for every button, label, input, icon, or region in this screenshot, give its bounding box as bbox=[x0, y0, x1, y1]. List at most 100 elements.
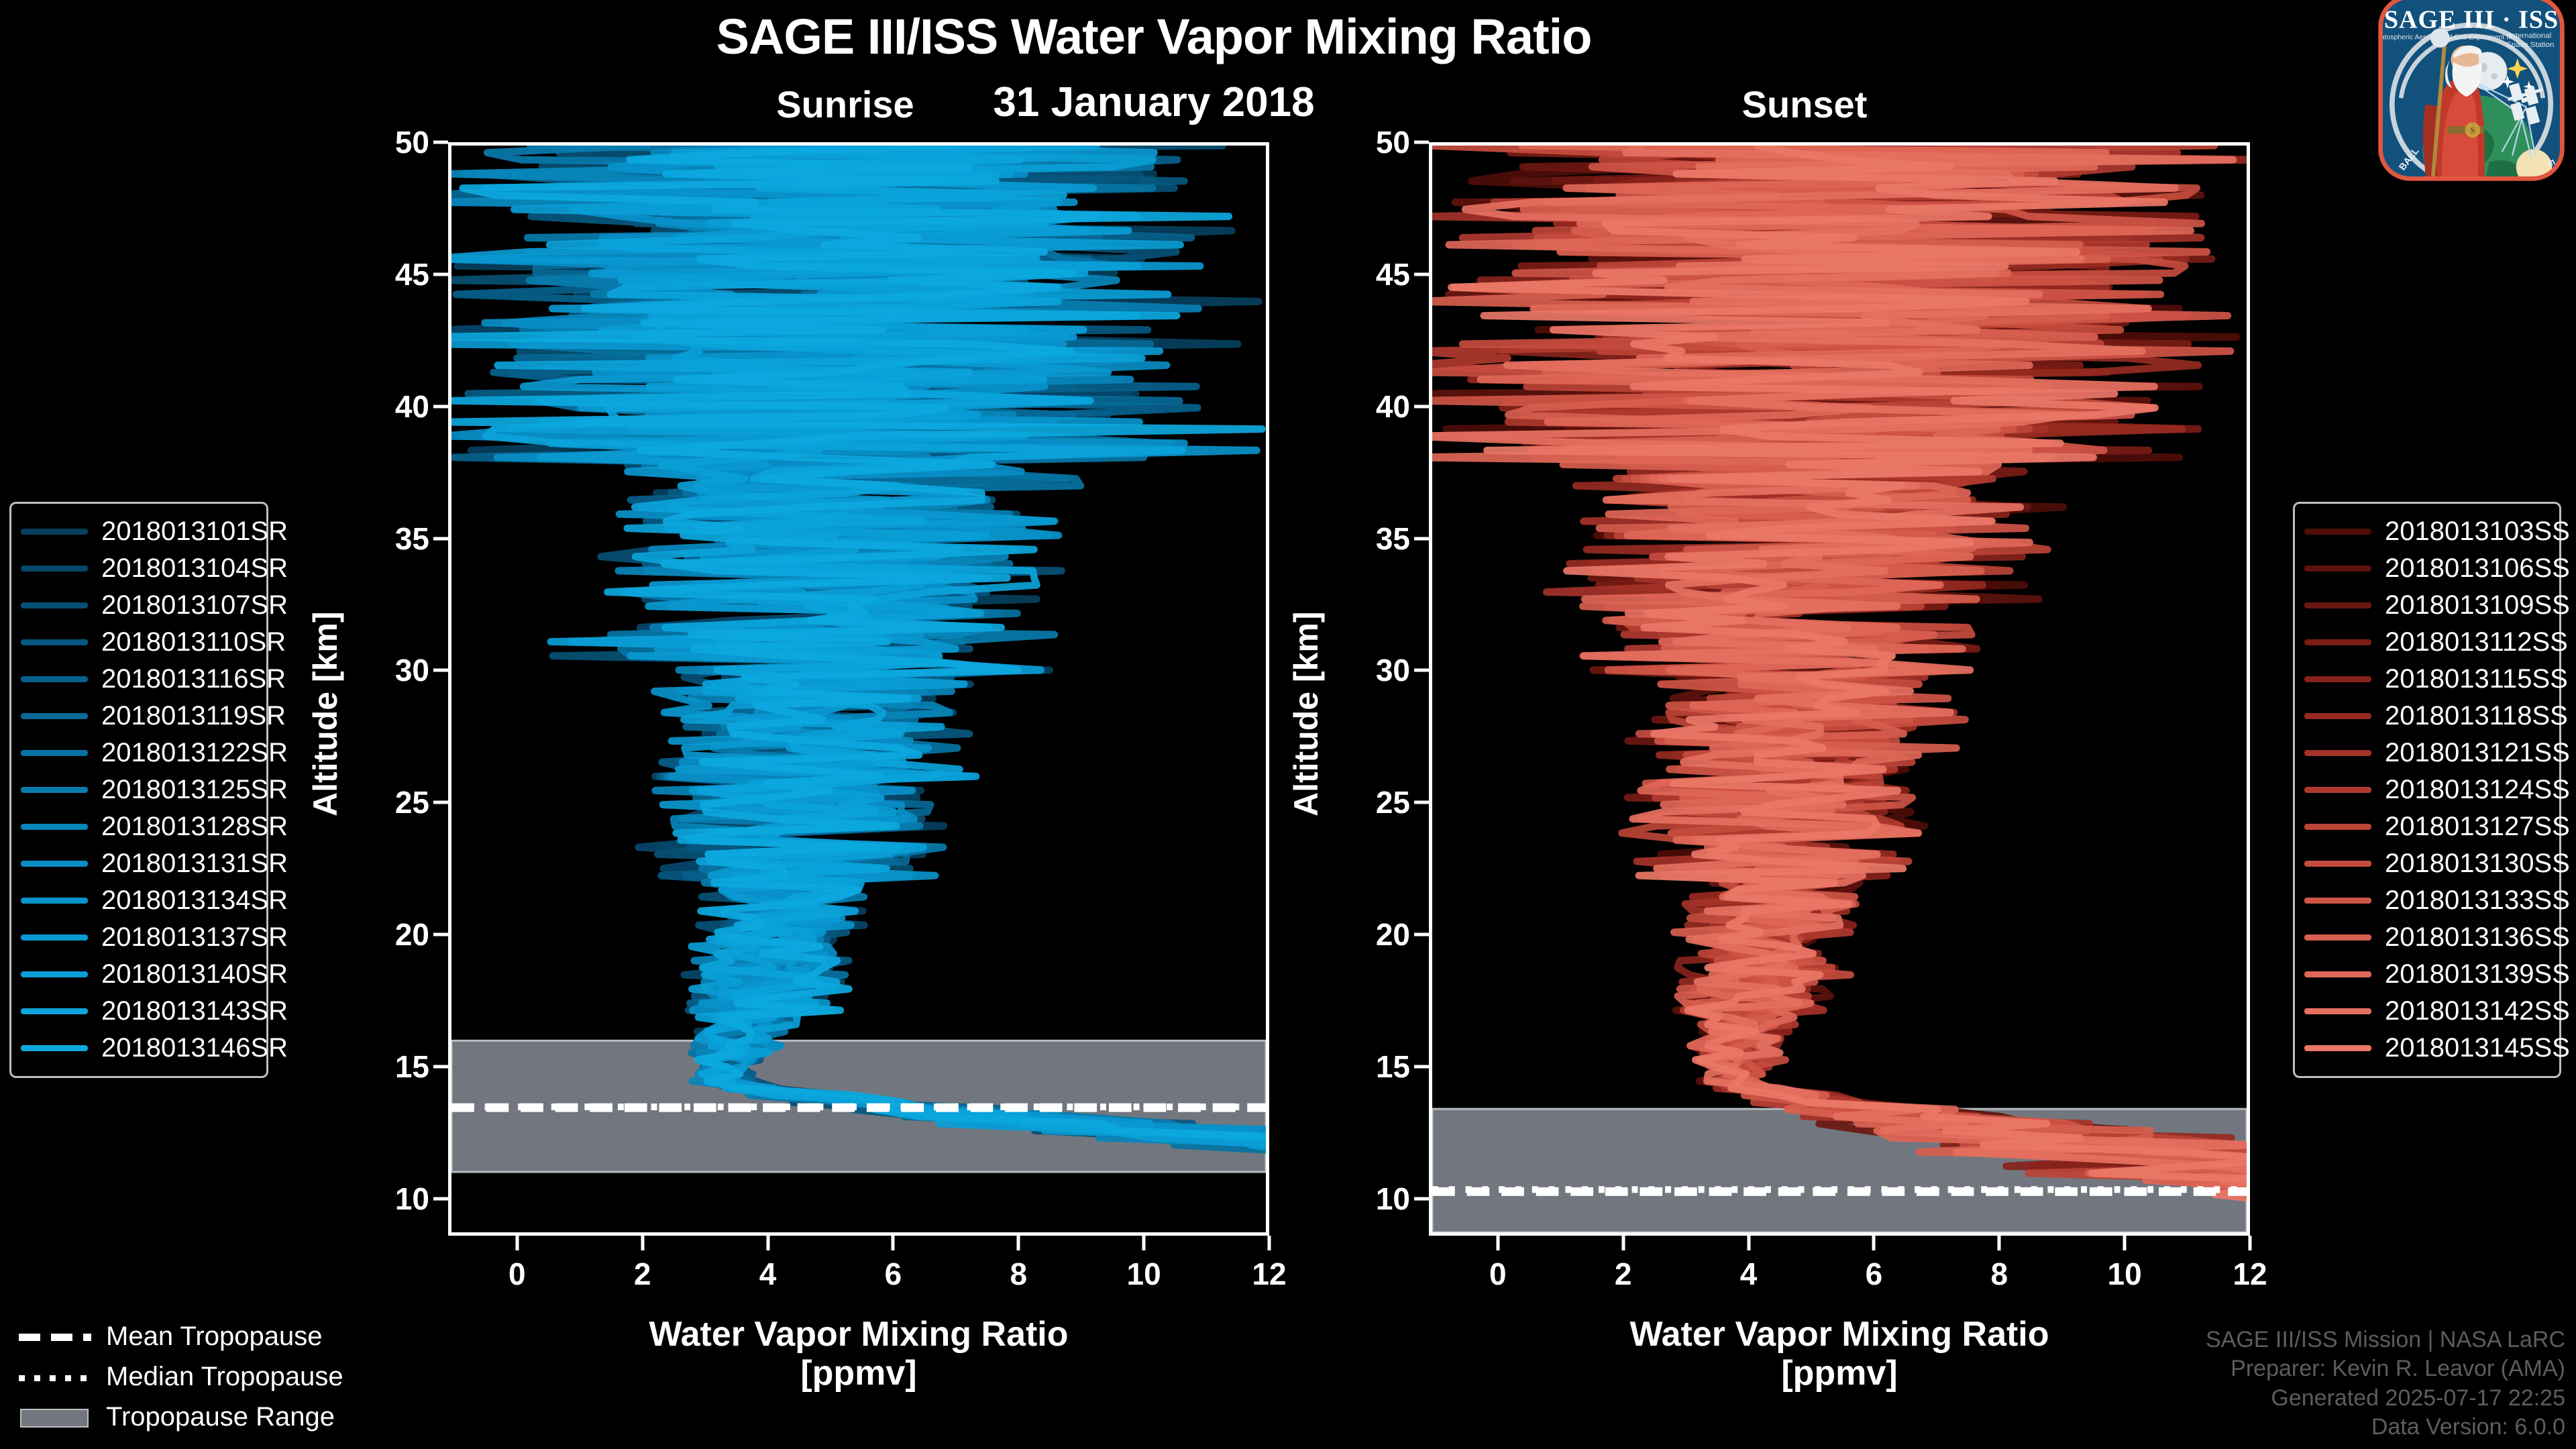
y-axis-tick-label: 50 bbox=[394, 125, 429, 160]
legend-event-label: 2018013104SR bbox=[101, 553, 288, 583]
y-axis-tick-mark bbox=[433, 1197, 448, 1201]
x-axis-title-units: [ppmv] bbox=[800, 1354, 917, 1393]
dashed-line-icon bbox=[19, 1328, 91, 1345]
legend-item[interactable]: 2018013134SR bbox=[21, 882, 288, 919]
legend-item[interactable]: 2018013124SS bbox=[2304, 771, 2570, 808]
credit-line-mission: SAGE III/ISS Mission | NASA LaRC bbox=[2205, 1326, 2565, 1352]
legend-event-label: 2018013121SS bbox=[2385, 738, 2570, 767]
legend-item-median-tropopause: Median Tropopause bbox=[19, 1356, 368, 1397]
y-axis-tick-mark bbox=[433, 140, 448, 144]
legend-color-swatch bbox=[21, 1008, 88, 1014]
x-axis-tick-label: 4 bbox=[1739, 1256, 1758, 1291]
y-axis-tick-mark bbox=[1414, 405, 1429, 409]
page-title: SAGE III/ISS Water Vapor Mixing Ratio bbox=[716, 9, 1593, 64]
x-axis-tick-mark bbox=[891, 1236, 895, 1250]
legend-color-swatch bbox=[21, 787, 88, 793]
legend-item[interactable]: 2018013145SS bbox=[2304, 1030, 2570, 1067]
y-axis-tick-label: 10 bbox=[1375, 1181, 1410, 1216]
sunset-heading: Sunset bbox=[1741, 83, 1868, 125]
legend-item[interactable]: 2018013116SR bbox=[21, 661, 286, 698]
mean-tropopause-label: Mean Tropopause bbox=[106, 1321, 323, 1351]
legend-item[interactable]: 2018013136SS bbox=[2304, 919, 2570, 956]
sunrise-profiles-svg bbox=[451, 146, 1266, 1173]
y-axis-tick-mark bbox=[433, 932, 448, 936]
legend-item[interactable]: 2018013125SR bbox=[21, 771, 288, 808]
legend-item[interactable]: 2018013139SS bbox=[2304, 956, 2570, 993]
legend-item[interactable]: 2018013106SS bbox=[2304, 550, 2570, 587]
profile-trace bbox=[482, 146, 1266, 1142]
legend-item[interactable]: 2018013107SR bbox=[21, 587, 288, 624]
legend-event-label: 2018013137SR bbox=[101, 922, 288, 952]
y-axis-tick-label: 40 bbox=[1375, 388, 1410, 424]
y-axis-title: Altitude [km] bbox=[307, 611, 344, 816]
x-axis-title-line1: Water Vapor Mixing Ratio bbox=[1629, 1315, 2049, 1354]
legend-item[interactable]: 2018013143SR bbox=[21, 993, 288, 1030]
legend-color-swatch bbox=[21, 676, 88, 682]
x-axis-tick-mark bbox=[1267, 1236, 1271, 1250]
legend-item[interactable]: 2018013137SR bbox=[21, 919, 288, 956]
credits-block: SAGE III/ISS Mission | NASA LaRC Prepare… bbox=[2206, 1326, 2565, 1442]
legend-event-label: 2018013119SR bbox=[101, 701, 286, 731]
legend-item[interactable]: 2018013118SS bbox=[2304, 698, 2568, 735]
legend-color-swatch bbox=[21, 824, 88, 830]
tropopause-legend: Mean Tropopause Median Tropopause Tropop… bbox=[19, 1316, 368, 1437]
x-axis-title-line1: Water Vapor Mixing Ratio bbox=[649, 1315, 1069, 1354]
legend-event-label: 2018013143SR bbox=[101, 996, 288, 1026]
legend-item[interactable]: 2018013119SR bbox=[21, 698, 286, 735]
legend-item[interactable]: 2018013146SR bbox=[21, 1030, 288, 1067]
sunrise-plot-panel bbox=[448, 142, 1269, 1236]
legend-item[interactable]: 2018013110SR bbox=[21, 624, 286, 661]
legend-item[interactable]: 2018013130SS bbox=[2304, 845, 2570, 882]
x-axis-title: Water Vapor Mixing Ratio [ppmv] bbox=[448, 1315, 1269, 1393]
x-axis-tick-label: 2 bbox=[633, 1256, 651, 1291]
legend-item[interactable]: 2018013127SS bbox=[2304, 808, 2570, 845]
x-axis-title-units: [ppmv] bbox=[1781, 1354, 1898, 1393]
y-axis-tick-mark bbox=[433, 800, 448, 804]
legend-event-label: 2018013133SS bbox=[2385, 885, 2570, 915]
legend-item[interactable]: 2018013115SS bbox=[2304, 661, 2568, 698]
legend-color-swatch bbox=[21, 529, 88, 535]
legend-item[interactable]: 2018013128SR bbox=[21, 808, 288, 845]
legend-item[interactable]: 2018013101SR bbox=[21, 513, 288, 550]
legend-color-swatch bbox=[21, 861, 88, 867]
legend-event-label: 2018013125SR bbox=[101, 775, 288, 804]
y-axis-tick-label: 40 bbox=[394, 388, 429, 424]
legend-color-swatch bbox=[2304, 713, 2371, 719]
y-axis-tick-label: 30 bbox=[394, 653, 429, 688]
legend-item[interactable]: 2018013140SR bbox=[21, 956, 288, 993]
y-axis-tick-mark bbox=[1414, 800, 1429, 804]
legend-event-label: 2018013140SR bbox=[101, 959, 288, 989]
legend-item[interactable]: 2018013104SR bbox=[21, 550, 288, 587]
legend-event-label: 2018013110SR bbox=[101, 627, 286, 657]
dotted-line-icon bbox=[19, 1368, 91, 1385]
legend-color-swatch bbox=[21, 934, 88, 941]
median-tropopause-label: Median Tropopause bbox=[106, 1361, 343, 1391]
legend-item[interactable]: 2018013142SS bbox=[2304, 993, 2570, 1030]
legend-item[interactable]: 2018013121SS bbox=[2304, 735, 2570, 771]
legend-color-swatch bbox=[21, 566, 88, 572]
y-axis-tick-label: 15 bbox=[1375, 1049, 1410, 1085]
x-axis-tick-label: 0 bbox=[508, 1256, 526, 1291]
y-axis-tick-label: 25 bbox=[1375, 785, 1410, 820]
legend-event-label: 2018013130SS bbox=[2385, 849, 2570, 878]
legend-event-label: 2018013124SS bbox=[2385, 775, 2570, 804]
legend-color-swatch bbox=[2304, 529, 2371, 535]
logo-subtitle-left: Stratospheric Aerosol and Gas Experiment… bbox=[2371, 34, 2512, 41]
legend-item[interactable]: 2018013131SR bbox=[21, 845, 288, 882]
x-axis-tick-mark bbox=[2248, 1236, 2252, 1250]
x-axis-tick-label: 12 bbox=[1252, 1256, 1287, 1291]
x-axis-tick-label: 2 bbox=[1614, 1256, 1632, 1291]
legend-color-swatch bbox=[21, 750, 88, 756]
legend-item[interactable]: 2018013109SS bbox=[2304, 587, 2570, 624]
legend-event-label: 2018013103SS bbox=[2385, 517, 2570, 546]
legend-event-label: 2018013116SR bbox=[101, 664, 286, 694]
svg-text:S: S bbox=[2470, 126, 2475, 136]
legend-item[interactable]: 2018013103SS bbox=[2304, 513, 2570, 550]
x-axis-title: Water Vapor Mixing Ratio [ppmv] bbox=[1429, 1315, 2250, 1393]
legend-item[interactable]: 2018013133SS bbox=[2304, 882, 2570, 919]
legend-item[interactable]: 2018013112SS bbox=[2304, 624, 2568, 661]
y-axis-tick-mark bbox=[1414, 1065, 1429, 1069]
logo-title: SAGE III · ISS bbox=[2384, 5, 2559, 34]
legend-item[interactable]: 2018013122SR bbox=[21, 735, 288, 771]
y-axis-tick-label: 30 bbox=[1375, 653, 1410, 688]
